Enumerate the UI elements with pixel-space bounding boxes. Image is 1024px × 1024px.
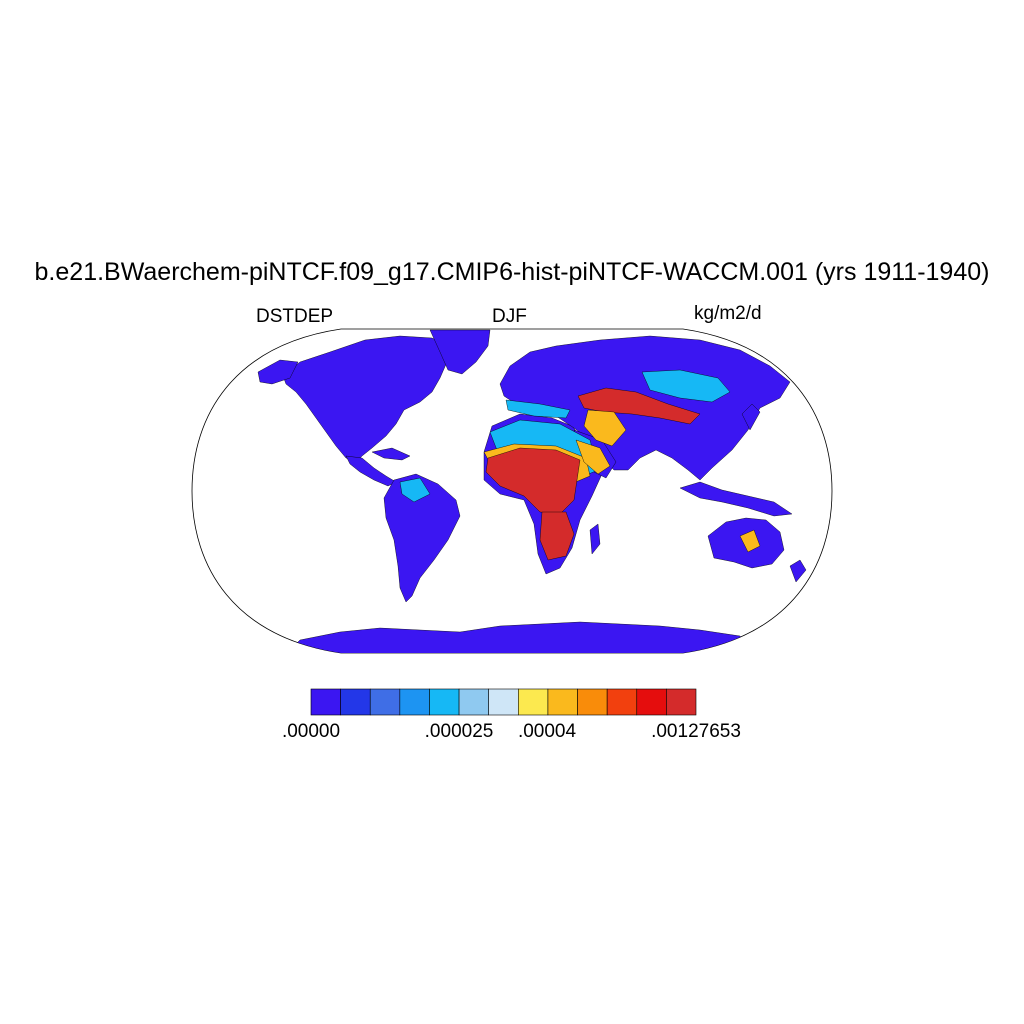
middle-east-high-region (583, 409, 627, 447)
colorbar-box (547, 688, 578, 716)
colorbar-box (369, 688, 401, 716)
colorbar-box (666, 688, 697, 716)
colorbar-tick-label: .00127653 (651, 721, 741, 742)
colorbar-box (458, 688, 489, 716)
new-zealand-islands (789, 559, 807, 583)
colorbar-box (577, 688, 608, 716)
colorbar-box (399, 688, 430, 716)
japan-islands (741, 403, 761, 431)
colorbar-tick-label: .00004 (517, 721, 577, 742)
colorbar-box (636, 688, 667, 716)
units-label: kg/m2/d (694, 303, 762, 324)
madagascar-landmass (589, 523, 601, 555)
north-america-landmass (282, 335, 449, 463)
alaska-landmass (257, 359, 299, 385)
variable-label: DSTDEP (256, 306, 334, 327)
south-america-medium-region (399, 477, 431, 503)
east-asia-medium-region (641, 369, 731, 403)
greenland-landmass (429, 329, 491, 375)
southern-africa-max-region (539, 511, 575, 561)
colorbar-box (488, 688, 519, 716)
south-america-landmass (383, 473, 461, 603)
colorbar-tick-label: .00000 (281, 721, 341, 742)
mediterranean-medium-band (505, 399, 571, 419)
land-layer (257, 329, 807, 653)
colorbar-box (429, 688, 460, 716)
colorbar-box (340, 688, 371, 716)
season-label: DJF (492, 306, 527, 327)
colorbar-box (518, 688, 549, 716)
caribbean-islands (371, 447, 411, 461)
colorbar-box (310, 688, 341, 716)
colorbar (310, 688, 697, 716)
arabia-high-region (575, 439, 611, 475)
plot-title: b.e21.BWaerchem-piNTCF.f09_g17.CMIP6-his… (34, 258, 990, 286)
australia-high-region (739, 529, 761, 553)
colorbar-tick-label: .000025 (424, 721, 494, 742)
indonesia-islands (679, 481, 793, 517)
colorbar-box (606, 688, 638, 716)
